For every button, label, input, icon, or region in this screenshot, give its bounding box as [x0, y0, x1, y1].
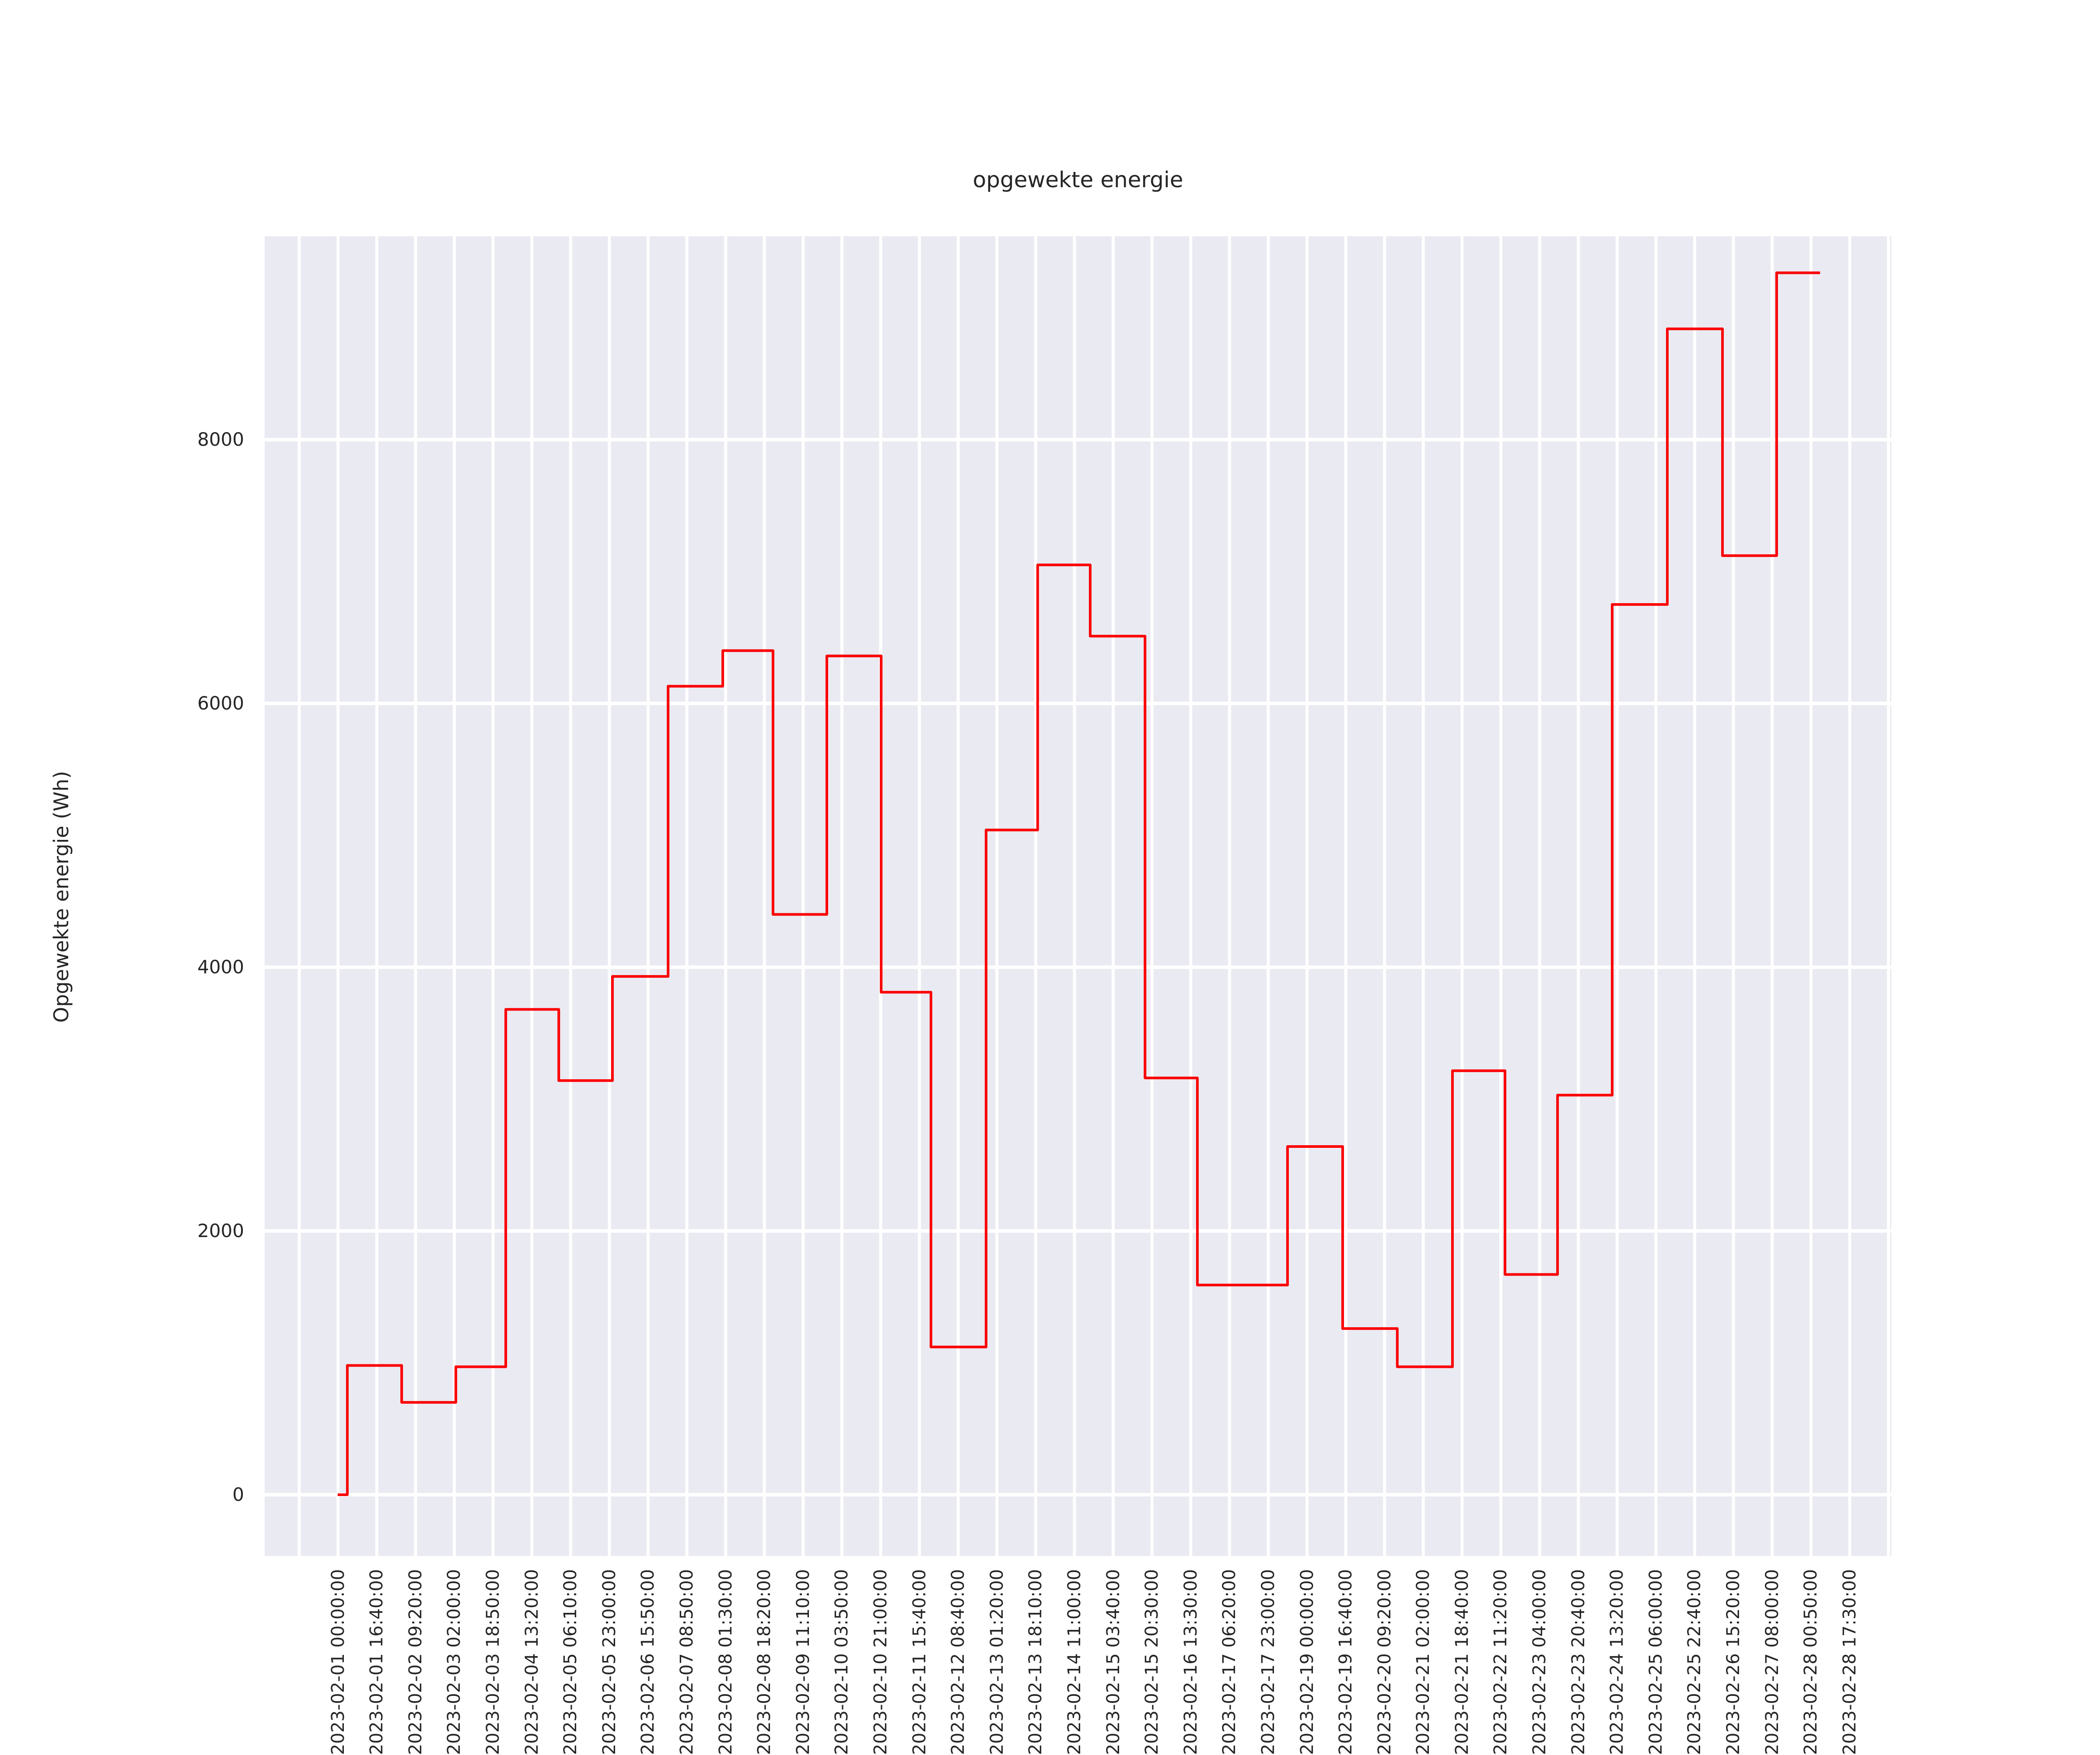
x-tick-label: 2023-02-08 18:20:00: [754, 1569, 775, 1755]
y-tick-label: 0: [232, 1484, 244, 1505]
x-tick-label: 2023-02-06 15:50:00: [638, 1569, 658, 1755]
chart-title: opgewekte energie: [973, 167, 1183, 192]
y-tick-label: 8000: [197, 429, 244, 450]
x-tick-label: 2023-02-23 04:00:00: [1530, 1569, 1550, 1755]
x-tick-label: 2023-02-08 01:30:00: [715, 1569, 736, 1755]
x-tick-label: 2023-02-11 15:40:00: [909, 1569, 930, 1755]
x-tick-label: 2023-02-20 09:20:00: [1374, 1569, 1395, 1755]
y-tick-label: 6000: [197, 692, 244, 714]
x-tick-label: 2023-02-22 11:20:00: [1491, 1569, 1511, 1755]
y-tick-label: 2000: [197, 1220, 244, 1241]
x-tick-label: 2023-02-13 01:20:00: [987, 1569, 1007, 1755]
x-tick-label: 2023-02-27 08:00:00: [1762, 1569, 1782, 1755]
energy-step-line: [337, 271, 1820, 1496]
plot-area: [265, 236, 1891, 1556]
x-tick-label: 2023-02-05 23:00:00: [599, 1569, 620, 1755]
x-tick-label: 2023-02-28 00:50:00: [1801, 1569, 1821, 1755]
x-tick-label: 2023-02-15 03:40:00: [1103, 1569, 1124, 1755]
x-tick-label: 2023-02-23 20:40:00: [1568, 1569, 1589, 1755]
x-tick-label: 2023-02-15 20:30:00: [1142, 1569, 1162, 1755]
x-tick-label: 2023-02-19 16:40:00: [1336, 1569, 1356, 1755]
x-tick-label: 2023-02-25 06:00:00: [1645, 1569, 1666, 1755]
x-tick-label: 2023-02-17 23:00:00: [1258, 1569, 1278, 1755]
x-tick-label: 2023-02-21 02:00:00: [1413, 1569, 1434, 1755]
x-tick-label: 2023-02-05 06:10:00: [560, 1569, 581, 1755]
x-tick-label: 2023-02-03 02:00:00: [444, 1569, 465, 1755]
x-tick-label: 2023-02-02 09:20:00: [405, 1569, 426, 1755]
x-tick-label: 2023-02-21 18:40:00: [1452, 1569, 1472, 1755]
y-tick-labels: 0 2000 4000 6000 8000: [0, 0, 244, 1750]
x-tick-label: 2023-02-04 13:20:00: [522, 1569, 542, 1755]
x-tick-label: 2023-02-01 16:40:00: [367, 1569, 387, 1755]
x-tick-label: 2023-02-13 18:10:00: [1026, 1569, 1046, 1755]
x-tick-label: 2023-02-26 15:20:00: [1723, 1569, 1744, 1755]
x-tick-label: 2023-02-10 03:50:00: [832, 1569, 852, 1755]
x-tick-label: 2023-02-14 11:00:00: [1064, 1569, 1085, 1755]
x-tick-label: 2023-02-28 17:30:00: [1839, 1569, 1860, 1755]
step-chart-svg: [265, 236, 1891, 1556]
y-tick-label: 4000: [197, 956, 244, 978]
x-tick-label: 2023-02-17 06:20:00: [1219, 1569, 1240, 1755]
x-tick-label: 2023-02-01 00:00:00: [328, 1569, 348, 1755]
x-tick-label: 2023-02-19 00:00:00: [1297, 1569, 1317, 1755]
x-tick-label: 2023-02-07 08:50:00: [676, 1569, 697, 1755]
x-tick-label: 2023-02-25 22:40:00: [1684, 1569, 1705, 1755]
x-tick-label: 2023-02-12 08:40:00: [948, 1569, 969, 1755]
x-tick-label: 2023-02-03 18:50:00: [483, 1569, 503, 1755]
x-tick-label: 2023-02-24 13:20:00: [1607, 1569, 1628, 1755]
x-tick-label: 2023-02-10 21:00:00: [870, 1569, 891, 1755]
x-tick-label: 2023-02-09 11:10:00: [793, 1569, 813, 1755]
x-tick-label: 2023-02-16 13:30:00: [1180, 1569, 1201, 1755]
